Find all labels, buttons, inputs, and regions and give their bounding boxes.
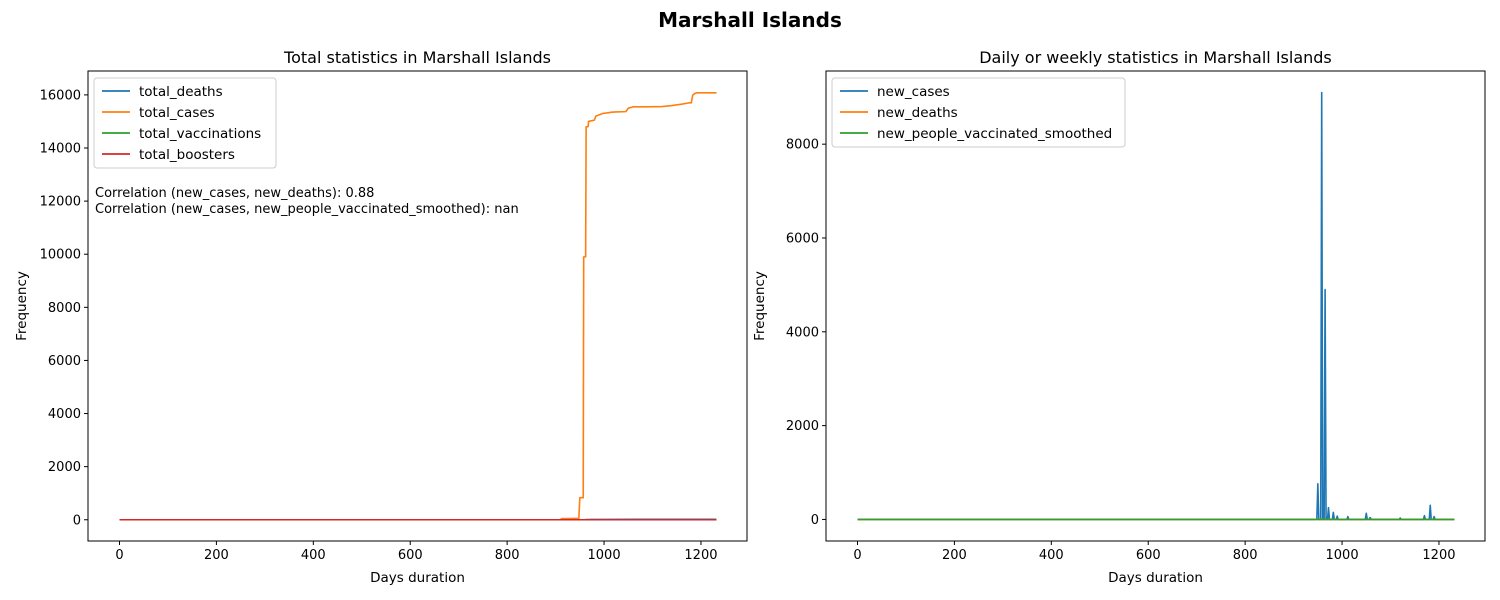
x-tick-label: 0 — [115, 548, 123, 563]
x-tick-label: 800 — [1233, 548, 1258, 563]
x-tick-label: 600 — [398, 548, 423, 563]
series-line-new-cases — [857, 91, 1455, 521]
correlation-annotation: Correlation (new_cases, new_people_vacci… — [95, 202, 519, 217]
daily-x-axis-label: Days duration — [1108, 570, 1203, 586]
y-tick-label: 6000 — [48, 354, 81, 369]
x-tick-label: 1000 — [1326, 548, 1359, 563]
y-tick-label: 2000 — [786, 419, 819, 434]
x-tick-label: 1200 — [684, 548, 717, 563]
y-tick-label: 0 — [73, 513, 81, 528]
total-axes-frame — [87, 70, 748, 542]
legend-label-total-deaths: total_deaths — [139, 84, 223, 100]
daily-legend — [831, 77, 1126, 148]
correlation-annotation: Correlation (new_cases, new_deaths): 0.8… — [95, 186, 374, 201]
y-tick-label: 4000 — [786, 325, 819, 340]
y-tick-label: 6000 — [786, 231, 819, 246]
legend-label-total-cases: total_cases — [139, 105, 215, 121]
daily-axes-frame — [825, 70, 1486, 542]
total-statistics-axes: Total statistics in Marshall Islands 0 200… — [14, 48, 748, 586]
series-line-total-cases — [119, 91, 717, 521]
y-tick-label: 2000 — [48, 460, 81, 475]
figure-title: Marshall Islands — [658, 8, 842, 32]
x-tick-label: 600 — [1136, 548, 1161, 563]
total-x-axis-label: Days duration — [370, 570, 465, 586]
daily-axes-title: Daily or weekly statistics in Marshall I… — [979, 48, 1332, 67]
legend-label-total-boosters: total_boosters — [139, 147, 235, 163]
x-tick-label: 200 — [204, 548, 229, 563]
total-axes-title: Total statistics in Marshall Islands — [283, 48, 551, 67]
legend-label-new-deaths: new_deaths — [877, 105, 958, 121]
x-tick-label: 1200 — [1422, 548, 1455, 563]
x-tick-label: 200 — [942, 548, 967, 563]
daily-y-axis-label: Frequency — [752, 271, 768, 341]
x-tick-label: 400 — [301, 548, 326, 563]
x-tick-label: 800 — [495, 548, 520, 563]
total-legend — [93, 77, 277, 169]
legend-label-new-cases: new_cases — [877, 84, 950, 100]
y-tick-label: 10000 — [40, 248, 81, 263]
y-tick-label: 14000 — [40, 142, 81, 157]
x-tick-label: 1000 — [588, 548, 621, 563]
y-tick-label: 8000 — [48, 301, 81, 316]
y-tick-label: 4000 — [48, 407, 81, 422]
y-tick-label: 12000 — [40, 195, 81, 210]
legend-label-total-vaccinations: total_vaccinations — [139, 126, 261, 142]
daily-statistics-axes: Daily or weekly statistics in Marshall I… — [752, 48, 1486, 586]
y-tick-label: 16000 — [40, 88, 81, 103]
x-tick-label: 400 — [1039, 548, 1064, 563]
x-tick-label: 0 — [853, 548, 861, 563]
y-tick-label: 8000 — [786, 138, 819, 153]
total-y-axis-label: Frequency — [14, 271, 30, 341]
y-tick-label: 0 — [811, 513, 819, 528]
legend-label-new-people-vaccinated-smoothed: new_people_vaccinated_smoothed — [877, 126, 1112, 142]
